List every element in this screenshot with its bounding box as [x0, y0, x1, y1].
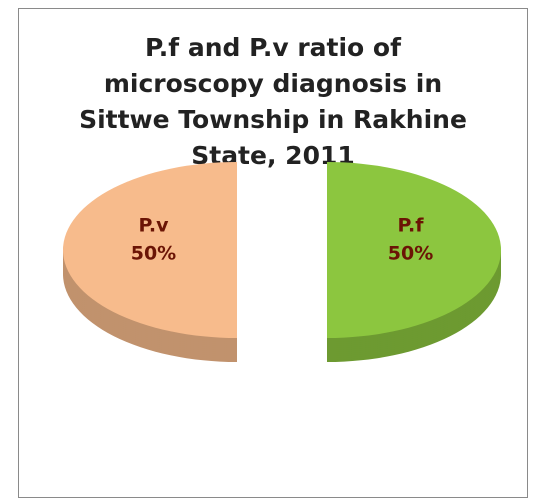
- slice-top: [63, 162, 237, 338]
- slice-label: P.v: [138, 215, 169, 237]
- pie-slice: [327, 162, 501, 362]
- slice-label: P.f: [398, 215, 425, 237]
- chart-frame: [18, 8, 528, 498]
- slice-top: [327, 162, 501, 338]
- slice-value-label: 50%: [388, 243, 433, 265]
- slice-value-label: 50%: [131, 243, 176, 265]
- pie-slice: [63, 162, 238, 362]
